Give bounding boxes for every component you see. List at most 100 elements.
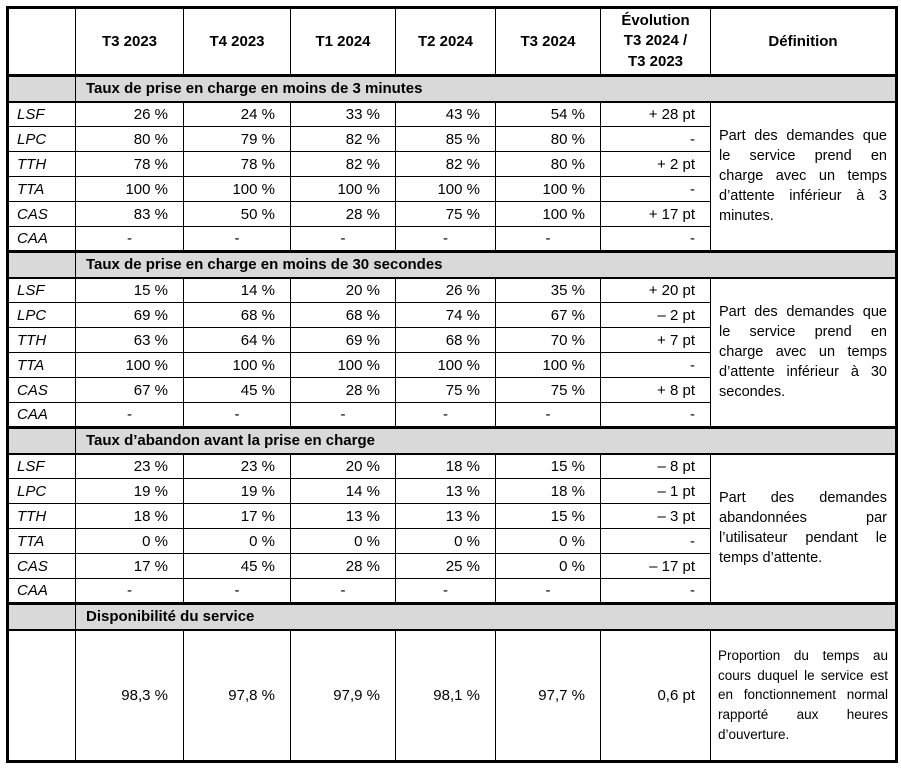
value-cell: - — [395, 578, 496, 604]
section-corner-cell — [7, 250, 76, 279]
evolution-cell: + 20 pt — [600, 277, 711, 303]
value-cell: 82 % — [290, 151, 396, 177]
row-label: CAS — [7, 553, 76, 579]
section-header-row: Taux d’abandon avant la prise en charge — [7, 426, 897, 455]
value-cell: 17 % — [183, 503, 291, 529]
value-cell: 80 % — [75, 126, 184, 152]
evolution-cell: - — [600, 176, 711, 202]
value-cell: 13 % — [395, 503, 496, 529]
evolution-cell: 0,6 pt — [600, 629, 711, 762]
value-cell: 100 % — [495, 201, 601, 227]
col-header-definition: Définition — [710, 7, 897, 77]
value-cell: 28 % — [290, 377, 396, 403]
value-cell: 98,1 % — [395, 629, 496, 762]
value-cell: 13 % — [395, 478, 496, 504]
value-cell: 97,7 % — [495, 629, 601, 762]
value-cell: 68 % — [183, 302, 291, 328]
value-cell: 26 % — [75, 101, 184, 127]
value-cell: - — [75, 402, 184, 428]
section-title: Disponibilité du service — [75, 602, 897, 631]
value-cell: 0 % — [183, 528, 291, 554]
value-cell: - — [183, 226, 291, 252]
col-header-t1-2024: T1 2024 — [290, 7, 396, 77]
value-cell: 14 % — [183, 277, 291, 303]
row-label — [7, 629, 76, 762]
section-corner-cell — [7, 74, 76, 103]
value-cell: 80 % — [495, 126, 601, 152]
value-cell: 64 % — [183, 327, 291, 353]
section-title: Taux de prise en charge en moins de 30 s… — [75, 250, 897, 279]
section-header-row: Disponibilité du service — [7, 602, 897, 631]
col-header-t2-2024: T2 2024 — [395, 7, 496, 77]
value-cell: 75 % — [395, 377, 496, 403]
value-cell: - — [183, 578, 291, 604]
table-row: LSF 26 % 24 % 33 % 43 % 54 % + 28 pt Part des d… — [7, 101, 897, 252]
value-cell: 100 % — [75, 176, 184, 202]
value-cell: 68 % — [395, 327, 496, 353]
value-cell: 83 % — [75, 201, 184, 227]
row-label: TTA — [7, 176, 76, 202]
col-header-t3-2023: T3 2023 — [75, 7, 184, 77]
value-cell: 69 % — [290, 327, 396, 353]
definition-cell: Part des demandes que le service prend e… — [710, 101, 897, 252]
value-cell: 15 % — [495, 453, 601, 479]
value-cell: 28 % — [290, 201, 396, 227]
evolution-cell: - — [600, 402, 711, 428]
table-header: T3 2023 T4 2023 T1 2024 T2 2024 T3 2024 … — [7, 7, 897, 77]
row-label: CAA — [7, 402, 76, 428]
value-cell: 69 % — [75, 302, 184, 328]
table-row: CAA - - - - - - — [7, 226, 897, 252]
value-cell: 97,9 % — [290, 629, 396, 762]
value-cell: 23 % — [75, 453, 184, 479]
value-cell: 26 % — [395, 277, 496, 303]
row-label: LSF — [7, 101, 76, 127]
value-cell: 98,3 % — [75, 629, 184, 762]
value-cell: 50 % — [183, 201, 291, 227]
evolution-cell: – 3 pt — [600, 503, 711, 529]
header-row: T3 2023 T4 2023 T1 2024 T2 2024 T3 2024 … — [7, 7, 897, 77]
value-cell: 100 % — [290, 352, 396, 378]
col-header-evolution: Évolution T3 2024 / T3 2023 — [600, 7, 711, 77]
value-cell: 14 % — [290, 478, 396, 504]
row-label: CAA — [7, 578, 76, 604]
table-row: TTH 78 % 78 % 82 % 82 % 80 % + 2 pt — [7, 151, 897, 177]
evolution-cell: - — [600, 226, 711, 252]
section-title: Taux d’abandon avant la prise en charge — [75, 426, 897, 455]
value-cell: 78 % — [75, 151, 184, 177]
value-cell: 18 % — [495, 478, 601, 504]
col-header-t3-2024: T3 2024 — [495, 7, 601, 77]
section-corner-cell — [7, 602, 76, 631]
table-row: LPC 69 % 68 % 68 % 74 % 67 % – 2 pt — [7, 302, 897, 328]
row-label: LPC — [7, 478, 76, 504]
value-cell: - — [495, 402, 601, 428]
value-cell: 0 % — [495, 528, 601, 554]
table-row: TTH 63 % 64 % 69 % 68 % 70 % + 7 pt — [7, 327, 897, 353]
value-cell: 63 % — [75, 327, 184, 353]
value-cell: 19 % — [183, 478, 291, 504]
value-cell: 78 % — [183, 151, 291, 177]
value-cell: 28 % — [290, 553, 396, 579]
value-cell: 85 % — [395, 126, 496, 152]
definition-cell: Part des demandes que le service prend e… — [710, 277, 897, 428]
row-label: CAS — [7, 201, 76, 227]
value-cell: 20 % — [290, 277, 396, 303]
row-label: TTH — [7, 327, 76, 353]
value-cell: 67 % — [495, 302, 601, 328]
value-cell: 45 % — [183, 553, 291, 579]
value-cell: 82 % — [395, 151, 496, 177]
evolution-cell: + 17 pt — [600, 201, 711, 227]
value-cell: 82 % — [290, 126, 396, 152]
row-label: CAA — [7, 226, 76, 252]
evolution-cell: + 8 pt — [600, 377, 711, 403]
evolution-cell: - — [600, 126, 711, 152]
table-row: TTH 18 % 17 % 13 % 13 % 15 % – 3 pt — [7, 503, 897, 529]
evolution-cell: - — [600, 352, 711, 378]
value-cell: 100 % — [75, 352, 184, 378]
row-label: LPC — [7, 302, 76, 328]
value-cell: - — [75, 578, 184, 604]
value-cell: - — [290, 578, 396, 604]
value-cell: 43 % — [395, 101, 496, 127]
value-cell: - — [395, 402, 496, 428]
table-row: 98,3 % 97,8 % 97,9 % 98,1 % 97,7 % 0,6 pt Prop… — [7, 629, 897, 762]
value-cell: 100 % — [290, 176, 396, 202]
